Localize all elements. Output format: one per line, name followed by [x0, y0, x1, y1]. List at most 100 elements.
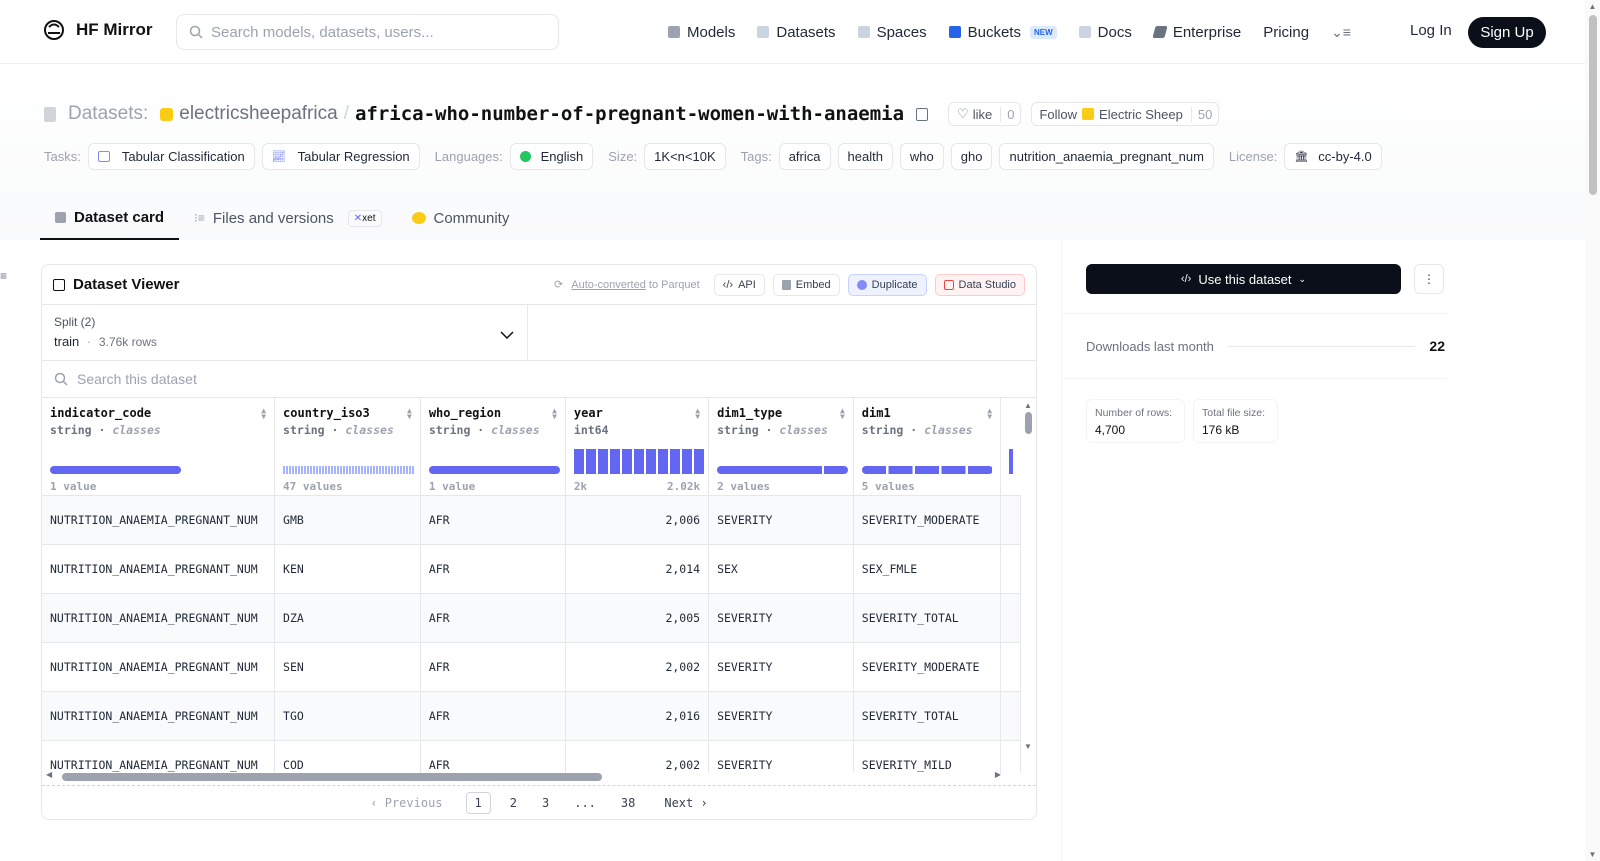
table-row[interactable]: NUTRITION_ANAEMIA_PREGNANT_NUM SEN AFR 2,00… — [42, 642, 1021, 692]
scroll-thumb[interactable] — [1024, 412, 1032, 434]
menu-icon: ⌄≡ — [1331, 23, 1351, 40]
follow-button[interactable]: Follow Electric Sheep 50 — [1031, 102, 1220, 126]
cell: SEVERITY — [708, 691, 854, 741]
tab-files-and-versions[interactable]: ⁝≡ Files and versions ✕xet — [179, 196, 396, 240]
use-dataset-button[interactable]: ‹/› Use this dataset ⌄ — [1086, 264, 1401, 294]
table-row[interactable]: NUTRITION_ANAEMIA_PREGNANT_NUM DZA AFR 2,00… — [42, 593, 1021, 643]
api-button[interactable]: ‹/› API — [713, 273, 765, 296]
cell: 2,005 — [565, 593, 710, 643]
nav-buckets[interactable]: Buckets NEW — [948, 24, 1057, 41]
page-scrollbar[interactable]: ▲ ▼ — [1585, 0, 1600, 861]
split-select[interactable]: Split (2) train · 3.76k rows — [42, 305, 528, 360]
sort-icon[interactable]: ▲ ▼ — [261, 406, 267, 421]
table-row[interactable]: NUTRITION_ANAEMIA_PREGNANT_NUM COD AFR 2,00… — [42, 740, 1021, 773]
duplicate-button[interactable]: Duplicate — [847, 273, 927, 296]
page-3-button[interactable]: 3 — [541, 795, 550, 810]
embed-button[interactable]: Embed — [772, 273, 840, 296]
language-english[interactable]: English — [509, 143, 594, 170]
side-toggle-icon[interactable]: ≡ — [0, 269, 8, 283]
use-dataset-label: Use this dataset — [1198, 271, 1292, 287]
scroll-down-arrow[interactable]: ▼ — [1024, 742, 1032, 751]
table-row[interactable]: NUTRITION_ANAEMIA_PREGNANT_NUM TGO AFR 2,01… — [42, 691, 1021, 741]
like-button[interactable]: ♡ like 0 — [948, 102, 1022, 126]
data-studio-button[interactable]: Data Studio — [934, 273, 1025, 296]
size-tag[interactable]: 1K<n<10K — [644, 143, 726, 170]
tag-who[interactable]: who — [899, 143, 944, 170]
column-header[interactable]: year int64 2k 2.02k ▲ ▼ — [565, 398, 710, 496]
task-tabular-classification[interactable]: Tabular Classification — [87, 143, 255, 170]
sort-icon[interactable]: ▲ ▼ — [407, 406, 412, 421]
column-header[interactable]: who_region string · classes 1 value ▲ ▼ — [420, 398, 566, 496]
scroll-up-arrow[interactable]: ▲ — [1024, 401, 1032, 410]
tag-nutrition[interactable]: nutrition_anaemia_pregnant_num — [999, 143, 1214, 170]
task-tabular-regression[interactable]: 📈︎ Tabular Regression — [261, 143, 420, 170]
tab-dataset-card[interactable]: Dataset card — [40, 196, 180, 240]
column-header[interactable]: country_iso3 string · classes 47 values ▲ ▼ — [274, 398, 421, 496]
column-header[interactable]: dim1_type string · classes 2 values ▲ ▼ — [708, 398, 854, 496]
cell: 2,016 — [565, 691, 710, 741]
column-header-partial[interactable] — [1000, 398, 1021, 496]
sidebar-divider — [1062, 313, 1447, 314]
scroll-thumb[interactable] — [62, 773, 602, 781]
page-38-button[interactable]: 38 — [620, 795, 636, 810]
tag-africa[interactable]: africa — [778, 143, 831, 170]
scroll-down-arrow[interactable]: ▼ — [1588, 850, 1597, 859]
nav-docs[interactable]: Docs — [1078, 24, 1132, 41]
next-page-button[interactable]: Next › — [664, 795, 708, 810]
community-icon — [411, 212, 426, 224]
refresh-icon: ⟳ — [554, 279, 564, 291]
main-menu: Models Datasets Spaces Buckets NEW Docs E… — [668, 0, 1351, 64]
dataset-search-input[interactable]: Search this dataset — [42, 361, 1036, 398]
column-type: int64 — [573, 423, 609, 437]
page-2-button[interactable]: 2 — [509, 795, 517, 810]
cell: TGO — [274, 691, 421, 741]
column-type: string · classes — [283, 423, 394, 437]
license-tag[interactable]: 🏛︎ cc-by-4.0 — [1284, 143, 1382, 170]
language-label: English — [540, 149, 584, 164]
nav-pricing[interactable]: Pricing — [1263, 24, 1309, 41]
viewer-title: Dataset Viewer — [73, 276, 180, 293]
brand-logo[interactable]: HF Mirror — [42, 18, 153, 42]
more-menu-button[interactable]: ⌄≡ — [1331, 24, 1351, 41]
login-link[interactable]: Log In — [1410, 22, 1452, 39]
scroll-up-arrow[interactable]: ▲ — [1588, 2, 1597, 11]
sort-icon[interactable]: ▲ ▼ — [839, 406, 845, 421]
dataset-icon — [44, 106, 56, 122]
column-type: string · classes — [861, 423, 973, 437]
sort-icon[interactable]: ▲ ▼ — [987, 406, 993, 421]
sort-icon[interactable]: ▲ ▼ — [552, 406, 557, 421]
global-search-input[interactable]: Search models, datasets, users... — [176, 14, 559, 50]
cell: NUTRITION_ANAEMIA_PREGNANT_NUM — [42, 593, 276, 643]
column-header[interactable]: dim1 string · classes 5 values ▲ ▼ — [853, 398, 1002, 496]
cell: AFR — [420, 495, 566, 545]
tab-community[interactable]: Community — [397, 196, 525, 240]
column-header[interactable]: indicator_code string · classes 1 value ▲ ▼ — [42, 398, 276, 496]
vertical-scrollbar[interactable]: ▲ ▼ — [1022, 401, 1034, 751]
pagination: ‹ Previous 1 2 3 ... 38 Next › — [42, 785, 1036, 819]
table-scroll[interactable]: indicator_code string · classes 1 value ▲ ▼ … — [42, 398, 1021, 773]
repo-owner-link[interactable]: electricsheepafrica — [179, 103, 338, 124]
sort-icon[interactable]: ▲ ▼ — [695, 406, 701, 421]
copy-icon[interactable] — [916, 107, 929, 121]
follow-label: Follow — [1039, 106, 1078, 122]
scroll-right-arrow[interactable]: ▶ — [994, 770, 1001, 779]
signup-button[interactable]: Sign Up — [1468, 17, 1546, 48]
column-stat: 47 values — [283, 479, 343, 493]
tag-health[interactable]: health — [837, 143, 893, 170]
task-label: Tabular Classification — [121, 149, 245, 164]
table-row[interactable]: NUTRITION_ANAEMIA_PREGNANT_NUM KEN AFR 2,01… — [42, 544, 1021, 594]
table-row[interactable]: NUTRITION_ANAEMIA_PREGNANT_NUM GMB AFR 2,00… — [42, 495, 1021, 545]
page-1-button[interactable]: 1 — [465, 791, 491, 814]
auto-converted-link[interactable]: Auto-converted to Parquet — [571, 279, 699, 291]
horizontal-scrollbar[interactable]: ◀ ▶ — [46, 770, 1001, 782]
scroll-left-arrow[interactable]: ◀ — [46, 770, 53, 779]
previous-page-button[interactable]: ‹ Previous — [370, 795, 443, 810]
scroll-thumb[interactable] — [1588, 15, 1597, 195]
nav-spaces[interactable]: Spaces — [857, 24, 927, 41]
nav-datasets[interactable]: Datasets — [757, 24, 836, 41]
nav-models[interactable]: Models — [668, 24, 735, 41]
more-options-button[interactable]: ⋮ — [1414, 264, 1444, 294]
nav-enterprise[interactable]: Enterprise — [1152, 24, 1241, 41]
search-placeholder: Search models, datasets, users... — [211, 23, 434, 41]
tag-gho[interactable]: gho — [950, 143, 993, 170]
